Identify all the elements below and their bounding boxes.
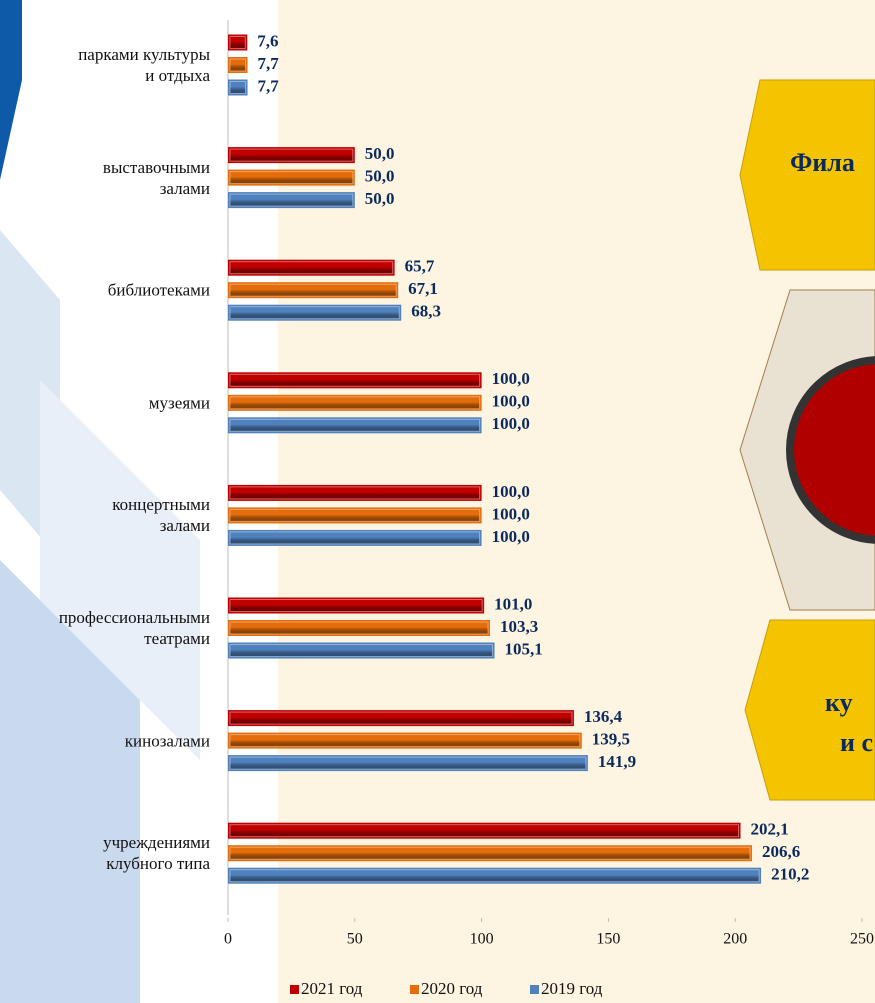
category-label: музеями: [148, 393, 210, 413]
legend-label: 2021 год: [301, 979, 363, 998]
value-label: 50,0: [365, 167, 395, 186]
bar-shade: [229, 531, 481, 545]
bar-shade: [229, 148, 354, 162]
bar-shade: [229, 306, 400, 320]
bar-shade: [229, 508, 481, 522]
value-label: 101,0: [494, 594, 532, 613]
value-label: 50,0: [365, 189, 395, 208]
bar-shade: [229, 824, 740, 838]
value-label: 141,9: [598, 752, 636, 771]
value-label: 68,3: [411, 302, 441, 321]
bar-shade: [229, 373, 481, 387]
category-label: библиотеками: [107, 280, 210, 300]
value-label: 7,7: [258, 76, 280, 95]
x-tick-label: 0: [224, 931, 232, 948]
bar-shade: [229, 396, 481, 410]
bar-shade: [229, 36, 246, 49]
decor-hexagon: [744, 619, 875, 801]
value-label: 7,7: [258, 54, 280, 73]
category-label: концертными залами: [112, 495, 210, 536]
decor-text: ку: [825, 688, 853, 717]
bar-shade: [229, 644, 494, 657]
decor-text: Фила: [790, 148, 855, 177]
bar-shade: [229, 869, 760, 883]
legend-swatch: [530, 985, 539, 994]
bar-shade: [229, 756, 587, 770]
bar-shade: [229, 283, 397, 297]
bar-shade: [229, 81, 247, 94]
x-tick-label: 50: [347, 931, 363, 948]
legend-swatch: [290, 985, 299, 994]
legend-label: 2020 год: [421, 979, 483, 998]
category-label: парками культуры и отдыха: [78, 45, 210, 85]
value-label: 65,7: [405, 257, 435, 276]
bar-shade: [229, 846, 751, 860]
category-label: кинозалами: [124, 731, 210, 751]
bar-shade: [229, 486, 481, 500]
bar-shade: [229, 711, 573, 725]
bar-shade: [229, 58, 247, 72]
x-tick-label: 150: [596, 931, 620, 948]
bar-shade: [229, 734, 581, 748]
value-label: 67,1: [408, 279, 438, 298]
legend-label: 2019 год: [541, 979, 603, 998]
value-label: 202,1: [751, 820, 789, 839]
decor-hexagon: [739, 79, 875, 271]
x-tick-label: 200: [723, 931, 747, 948]
value-label: 105,1: [505, 639, 543, 658]
bar-shade: [229, 193, 354, 207]
bar-shade: [229, 621, 489, 635]
x-tick-label: 100: [470, 931, 494, 948]
value-label: 100,0: [492, 392, 530, 411]
value-label: 100,0: [492, 414, 530, 433]
value-label: 100,0: [492, 482, 530, 501]
bar-shade: [229, 418, 481, 432]
legend-swatch: [410, 985, 419, 994]
decor-emblem: [0, 0, 22, 180]
bar-shade: [229, 171, 354, 185]
x-tick-label: 250: [850, 931, 874, 948]
value-label: 139,5: [592, 730, 630, 749]
value-label: 100,0: [492, 504, 530, 523]
value-label: 206,6: [762, 842, 800, 861]
decor-stripe: [40, 380, 200, 760]
bar-shade: [229, 599, 483, 612]
category-label: учреждениями клубного типа: [103, 833, 210, 874]
decor-text: и с: [840, 728, 873, 757]
value-label: 103,3: [500, 617, 538, 636]
value-label: 100,0: [492, 369, 530, 388]
value-label: 136,4: [584, 707, 623, 726]
bar-shade: [229, 261, 394, 275]
value-label: 210,2: [771, 865, 809, 884]
decor-icon: [786, 356, 875, 544]
category-label: профессиональными театрами: [58, 608, 210, 648]
category-label: выставочными залами: [102, 157, 210, 198]
decor-stripe: [0, 560, 140, 1003]
value-label: 100,0: [492, 527, 530, 546]
value-label: 50,0: [365, 144, 395, 163]
value-label: 7,6: [257, 31, 278, 50]
